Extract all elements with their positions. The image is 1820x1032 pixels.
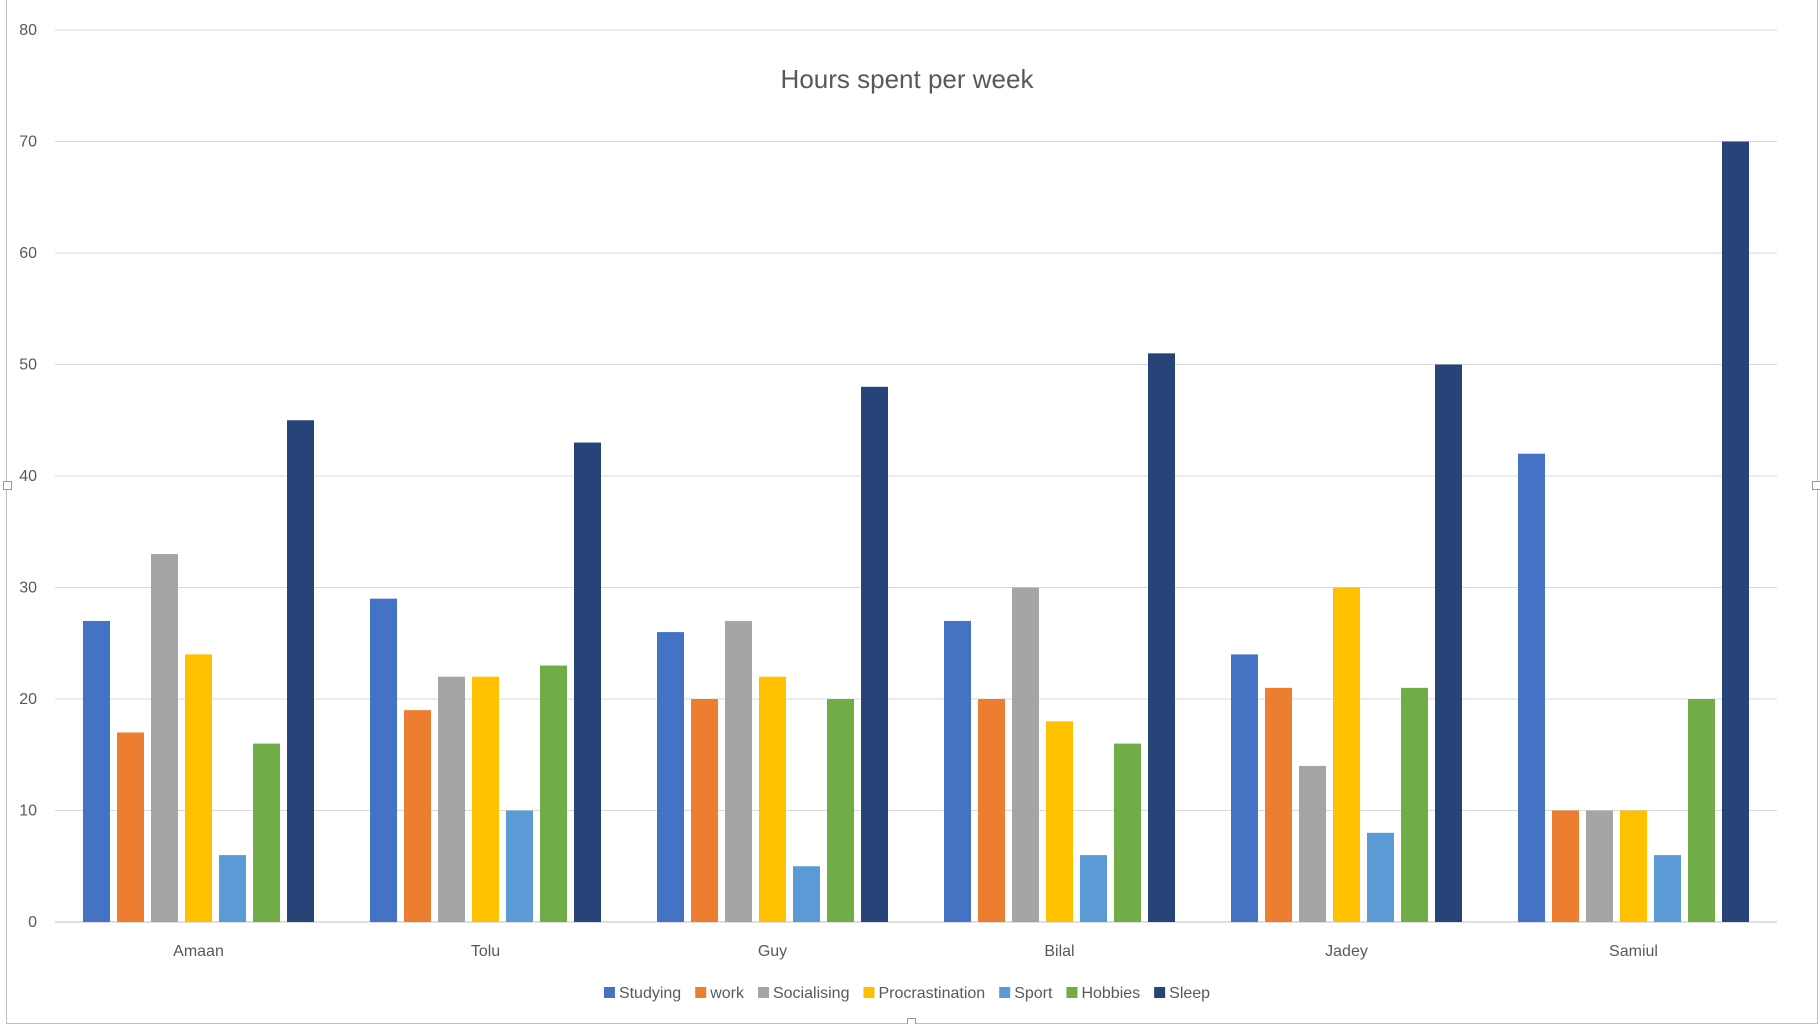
x-tick-label: Amaan (173, 943, 224, 960)
legend-label: Sport (1014, 985, 1053, 1002)
legend-swatch (863, 987, 875, 998)
resize-handle-right[interactable] (1812, 481, 1820, 490)
legend-label: Hobbies (1081, 985, 1140, 1002)
resize-handle-left[interactable] (3, 481, 12, 490)
x-tick-label: Tolu (471, 943, 500, 960)
bar-socialising-bilal[interactable] (1012, 587, 1039, 923)
x-tick-label: Samiul (1609, 943, 1658, 960)
y-tick-label: 0 (28, 914, 37, 931)
legend-item-sport[interactable]: Sport (999, 985, 1053, 1002)
bar-hobbies-tolu[interactable] (540, 665, 567, 922)
bar-work-amaan[interactable] (117, 732, 144, 922)
legend-item-socialising[interactable]: Socialising (757, 985, 849, 1002)
y-tick-label: 20 (19, 691, 37, 708)
bar-sleep-bilal[interactable] (1148, 353, 1175, 923)
legend-item-procrastination[interactable]: Procrastination (863, 985, 985, 1002)
y-tick-label: 50 (19, 357, 37, 374)
legend-swatch (603, 987, 615, 998)
legend-swatch (695, 987, 707, 998)
x-tick-label: Bilal (1044, 943, 1074, 960)
bar-sport-jadey[interactable] (1367, 832, 1394, 922)
bar-sleep-samiul[interactable] (1722, 141, 1749, 923)
bar-procrastination-amaan[interactable] (185, 654, 212, 922)
bar-socialising-samiul[interactable] (1586, 810, 1613, 923)
bars (83, 141, 1749, 923)
bar-studying-tolu[interactable] (370, 598, 397, 922)
bar-work-bilal[interactable] (978, 699, 1005, 922)
bar-socialising-tolu[interactable] (438, 676, 465, 922)
bar-sport-tolu[interactable] (506, 810, 533, 923)
x-tick-label: Guy (758, 943, 787, 960)
legend-label: Procrastination (878, 985, 985, 1002)
legend-item-studying[interactable]: Studying (603, 985, 681, 1002)
bar-chart: 0 10 20 30 40 50 60 70 80 Amaan Tolu Guy Bilal Jadey… (19, 22, 1777, 1002)
bar-sleep-jadey[interactable] (1435, 364, 1462, 923)
bar-procrastination-guy[interactable] (759, 676, 786, 922)
legend-label: Sleep (1169, 985, 1210, 1002)
bar-procrastination-tolu[interactable] (472, 676, 499, 922)
bar-sleep-guy[interactable] (861, 386, 888, 922)
bar-work-jadey[interactable] (1265, 687, 1292, 922)
bar-hobbies-bilal[interactable] (1114, 743, 1141, 922)
legend-label: work (709, 985, 745, 1002)
x-tick-label: Jadey (1325, 943, 1368, 960)
spreadsheet-background (0, 1024, 1820, 1032)
chart-title: Hours spent per week (781, 64, 1035, 94)
bar-sleep-tolu[interactable] (574, 442, 601, 922)
y-tick-label: 80 (19, 22, 37, 39)
legend-swatch (999, 987, 1011, 998)
y-tick-label: 70 (19, 134, 37, 151)
legend-swatch (1154, 987, 1166, 998)
bar-procrastination-jadey[interactable] (1333, 587, 1360, 923)
bar-work-tolu[interactable] (404, 710, 431, 922)
legend-label: Studying (619, 985, 681, 1002)
bar-studying-amaan[interactable] (83, 620, 110, 922)
y-axis-ticks: 0 10 20 30 40 50 60 70 80 (19, 22, 37, 931)
bar-procrastination-samiul[interactable] (1620, 810, 1647, 923)
bar-sport-guy[interactable] (793, 866, 820, 922)
bar-studying-jadey[interactable] (1231, 654, 1258, 922)
bar-studying-guy[interactable] (657, 632, 684, 922)
bar-sleep-amaan[interactable] (287, 420, 314, 922)
bar-sport-amaan[interactable] (219, 855, 246, 922)
y-tick-label: 60 (19, 245, 37, 262)
bar-work-samiul[interactable] (1552, 810, 1579, 923)
legend: Studying work Socialising Procrastination Sp… (603, 985, 1210, 1002)
bar-studying-samiul[interactable] (1518, 453, 1545, 922)
bar-sport-samiul[interactable] (1654, 855, 1681, 922)
bar-socialising-amaan[interactable] (151, 554, 178, 922)
legend-item-sleep[interactable]: Sleep (1154, 985, 1210, 1002)
gridlines (55, 29, 1777, 923)
bar-studying-bilal[interactable] (944, 620, 971, 922)
bar-work-guy[interactable] (691, 699, 718, 922)
legend-label: Socialising (773, 985, 849, 1002)
y-tick-label: 40 (19, 468, 37, 485)
x-axis-ticks: Amaan Tolu Guy Bilal Jadey Samiul (173, 943, 1658, 960)
bar-socialising-jadey[interactable] (1299, 765, 1326, 922)
legend-swatch (757, 987, 769, 998)
bar-hobbies-guy[interactable] (827, 699, 854, 922)
chart-area[interactable]: 0 10 20 30 40 50 60 70 80 Amaan Tolu Guy Bilal Jadey… (3, 0, 1820, 1027)
legend-swatch (1066, 987, 1078, 998)
bar-socialising-guy[interactable] (725, 620, 752, 922)
bar-hobbies-amaan[interactable] (253, 743, 280, 922)
legend-item-hobbies[interactable]: Hobbies (1066, 985, 1140, 1002)
legend-item-work[interactable]: work (695, 985, 745, 1002)
bar-hobbies-jadey[interactable] (1401, 687, 1428, 922)
y-tick-label: 10 (19, 803, 37, 820)
bar-hobbies-samiul[interactable] (1688, 699, 1715, 922)
y-tick-label: 30 (19, 580, 37, 597)
bar-sport-bilal[interactable] (1080, 855, 1107, 922)
bar-procrastination-bilal[interactable] (1046, 721, 1073, 922)
